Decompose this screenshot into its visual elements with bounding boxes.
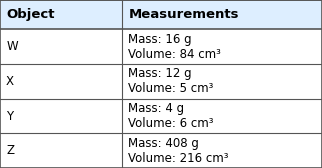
FancyBboxPatch shape — [0, 133, 322, 168]
FancyBboxPatch shape — [0, 99, 322, 133]
FancyBboxPatch shape — [0, 0, 322, 29]
Text: Mass: 4 g: Mass: 4 g — [128, 102, 185, 115]
FancyBboxPatch shape — [0, 29, 322, 64]
Text: Y: Y — [6, 110, 13, 122]
Text: Mass: 12 g: Mass: 12 g — [128, 67, 192, 80]
Text: Measurements: Measurements — [128, 8, 239, 21]
Text: Volume: 84 cm³: Volume: 84 cm³ — [128, 48, 221, 61]
Text: X: X — [6, 75, 14, 88]
FancyBboxPatch shape — [0, 64, 322, 99]
Text: Volume: 6 cm³: Volume: 6 cm³ — [128, 117, 214, 130]
Text: Object: Object — [6, 8, 55, 21]
Text: Volume: 5 cm³: Volume: 5 cm³ — [128, 82, 214, 95]
Text: Mass: 16 g: Mass: 16 g — [128, 33, 192, 46]
Text: W: W — [6, 40, 18, 53]
Text: Volume: 216 cm³: Volume: 216 cm³ — [128, 152, 229, 165]
Text: Z: Z — [6, 144, 14, 157]
Text: Mass: 408 g: Mass: 408 g — [128, 137, 199, 150]
